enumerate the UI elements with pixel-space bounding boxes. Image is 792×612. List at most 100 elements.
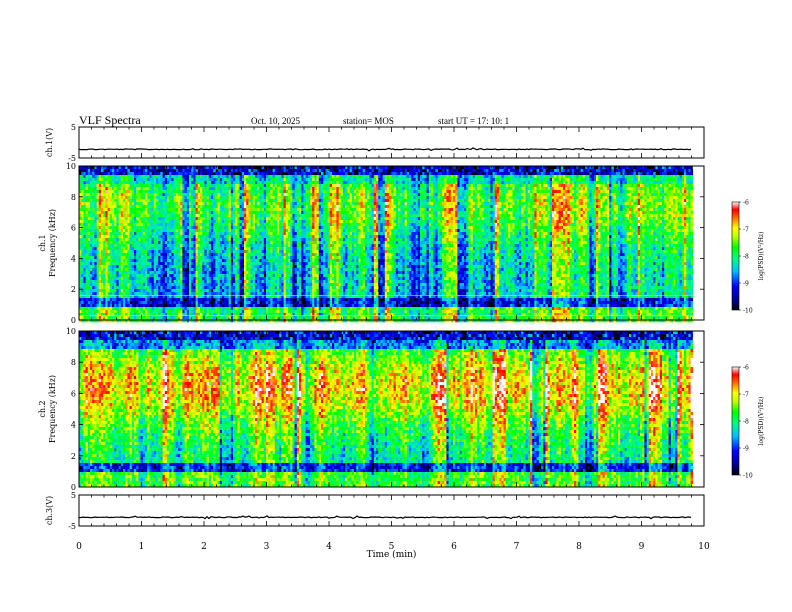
ch1-spectrogram-cell [129, 259, 133, 263]
ch1-spectrogram-cell [167, 307, 170, 311]
ch1-spectrogram-cell [153, 253, 157, 257]
ch1-spectrogram-cell [219, 223, 223, 227]
ch1-spectrogram-cell [96, 217, 100, 221]
ch1-spectrogram-cell [213, 283, 216, 287]
ch1-spectrogram-cell [263, 196, 267, 200]
ch1-spectrogram-cell [215, 292, 218, 296]
ch1-spectrogram-cell [193, 199, 196, 203]
ch1-spectrogram-cell [257, 307, 260, 311]
ch1-spectrogram-cell [107, 298, 111, 302]
ch1-spectrogram-cell [233, 199, 236, 203]
ch1-spectrogram-cell [277, 211, 280, 215]
ch1-spectrogram-cell [127, 217, 130, 221]
ch1-spectrogram-cell [180, 217, 183, 221]
ch1-spectrogram-cell [175, 295, 179, 299]
ch1-spectrogram-cell [200, 256, 203, 260]
ch1-spectrogram-cell [153, 319, 157, 323]
ch1-spectrogram-cell [153, 292, 157, 296]
ch1-spectrogram-cell [215, 214, 218, 218]
ch1-spectrogram-cell [129, 187, 133, 191]
ch1-spectrogram-cell [186, 310, 190, 314]
ch1-spectrogram-cell [136, 256, 139, 260]
ch1-spectrogram-cell [197, 259, 201, 263]
ch1-spectrogram-cell [145, 172, 148, 176]
ch1-spectrogram-cell [204, 268, 207, 272]
ch1-spectrogram-cell [272, 166, 276, 170]
ch1-spectrogram-cell [129, 283, 133, 287]
ch1-spectrogram-cell [145, 193, 148, 197]
ch1-spectrogram-cell [164, 274, 168, 278]
ch1-spectrogram-cell [116, 232, 119, 236]
ch1-spectrogram-cell [197, 181, 201, 185]
ch1-spectrogram-cell [79, 208, 82, 212]
ch1-spectrogram-cell [219, 253, 223, 257]
ch1-spectrogram-cell [127, 319, 130, 323]
ch1-spectrogram-cell [266, 169, 269, 173]
ch1-spectrogram-cell [255, 238, 258, 242]
ch1-spectrogram-cell [79, 295, 82, 299]
ch1-spectrogram-cell [182, 220, 185, 224]
ch1-spectrogram-cell [230, 283, 234, 287]
ch1-spectrogram-cell [248, 241, 251, 245]
ch1-spectrogram-cell [129, 205, 133, 209]
ch1-spectrogram-cell [92, 289, 95, 293]
ch1-spectrogram-cell [228, 262, 232, 266]
ch1-spectrogram-cell [101, 298, 104, 302]
ch1-spectrogram-cell [127, 205, 130, 209]
ch1-spectrogram-cell [244, 226, 247, 230]
ch1-spectrogram-cell [224, 259, 227, 263]
ch1-spectrogram-cell [169, 313, 172, 317]
ch1-spectrogram-cell [98, 190, 102, 194]
ch1-spectrogram-cell [244, 220, 247, 224]
ch1-spectrogram-cell [151, 265, 155, 269]
ch1-spectrogram-cell [156, 232, 159, 236]
ch1-spectrogram-cell [129, 304, 133, 308]
ch1-spectrogram-cell [213, 316, 216, 320]
ch1-spectrogram-cell [118, 235, 122, 239]
ch1-spectrogram-cell [120, 214, 124, 218]
ch1-spectrogram-cell [158, 313, 161, 317]
ch1-spectrogram-cell [202, 277, 205, 281]
ch1-spectrogram-cell [257, 280, 260, 284]
ch1-spectrogram-cell [125, 235, 128, 239]
ch1-spectrogram-cell [140, 277, 144, 281]
ch1-spectrogram-cell [103, 286, 106, 290]
ch1-spectrogram-cell [244, 196, 247, 200]
ch1-spectrogram-cell [235, 199, 238, 203]
ch1-spectrogram-cell [283, 181, 287, 185]
ch1-spectrogram-cell [266, 166, 269, 170]
ch1-spectrogram-cell [219, 229, 223, 233]
ch1-spectrogram-cell [162, 247, 166, 251]
ch1-spectrogram-cell [118, 175, 122, 179]
ch1-spectrogram-cell [186, 223, 190, 227]
ch1-spectrogram-cell [153, 286, 157, 290]
ch1-spectrogram-cell [114, 253, 117, 257]
ch1-spectrogram-cell [250, 247, 254, 251]
ch1-spectrogram-cell [175, 253, 179, 257]
ch1-spectrogram-cell [83, 265, 86, 269]
ch1-spectrogram-cell [248, 172, 251, 176]
ch1-spectrogram-cell [90, 181, 93, 185]
ch1-spectrogram-cell [142, 208, 146, 212]
ch1-spectrogram-cell [204, 169, 207, 173]
ch1-spectrogram-cell [140, 301, 144, 305]
ch1-spectrogram-cell [226, 319, 229, 323]
ch1-spectrogram-cell [200, 262, 203, 266]
ch1-spectrogram-cell [237, 259, 240, 263]
ch1-spectrogram-cell [217, 178, 221, 182]
ch1-spectrogram-cell [178, 241, 181, 245]
ch1-spectrogram-cell [250, 217, 254, 221]
ch1-spectrogram-cell [149, 175, 152, 179]
ch1-spectrogram-cell [259, 220, 262, 224]
ch1-spectrogram-cell [107, 166, 111, 170]
ch1-spectrogram-cell [178, 283, 181, 287]
ch1-spectrogram-cell [156, 226, 159, 230]
ch1-spectrogram-cell [105, 304, 108, 308]
ch1-spectrogram-cell [127, 199, 130, 203]
ch1-spectrogram-cell [96, 196, 100, 200]
ch1-spectrogram-cell [81, 265, 84, 269]
ch1-spectrogram-cell [85, 181, 89, 185]
ch1-spectrogram-cell [173, 190, 177, 194]
ch1-spectrogram-cell [215, 241, 218, 245]
ch1-spectrogram-cell [180, 238, 183, 242]
